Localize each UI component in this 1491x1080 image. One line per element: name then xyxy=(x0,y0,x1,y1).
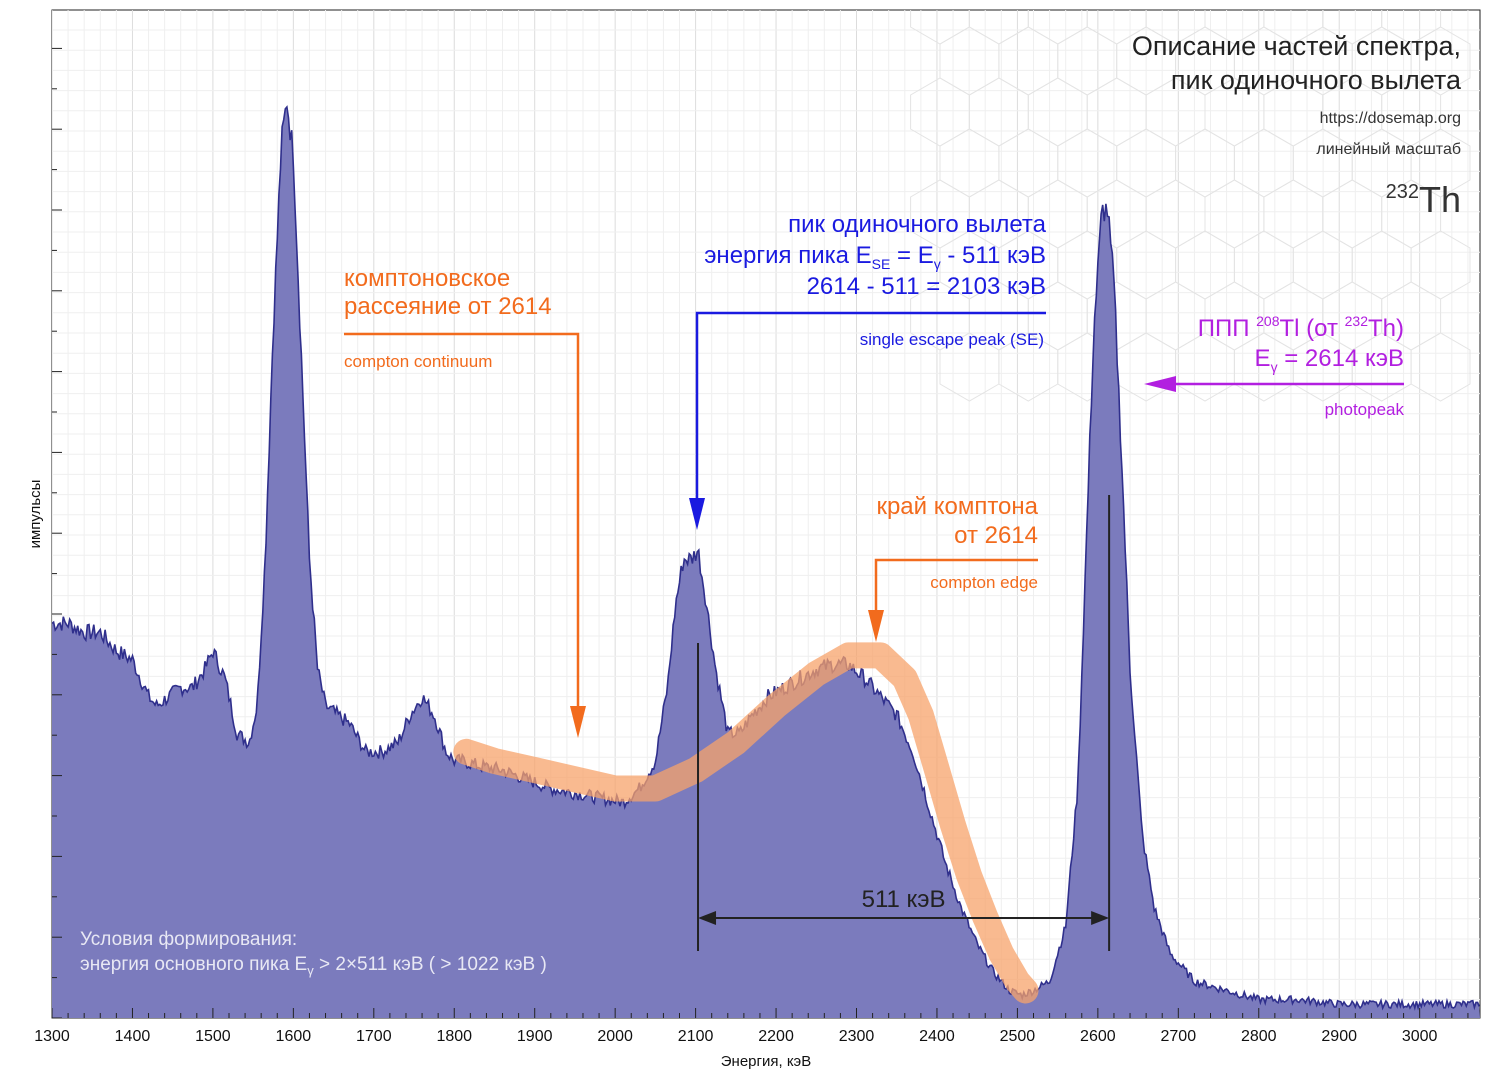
photopeak-sub: photopeak xyxy=(1325,400,1405,419)
hexagon-cell xyxy=(1410,332,1471,402)
x-tick-label: 1700 xyxy=(356,1028,392,1045)
isotope-mass: 232 xyxy=(1386,181,1419,203)
se-line2-sub-se: SE xyxy=(872,256,891,272)
source-url: https://dosemap.org xyxy=(1320,110,1461,127)
compton-scatter-arrowhead xyxy=(570,706,586,738)
photopeak-line1-sup2: 232 xyxy=(1345,313,1369,329)
photopeak-line2-sub: γ xyxy=(1271,359,1278,375)
photopeak-line1-mid: Tl (от xyxy=(1280,315,1345,342)
measurement-arrow-right xyxy=(1091,911,1110,925)
x-tick-label: 1600 xyxy=(276,1028,312,1045)
se-line2-post: - 511 кэВ xyxy=(941,242,1046,269)
compton-edge-arrowhead xyxy=(868,610,884,642)
se-pointer xyxy=(695,311,1046,508)
measurement-arrow-left xyxy=(698,911,717,925)
compton-band-highlight xyxy=(453,642,1039,1004)
measurement-label: 511 кэВ xyxy=(862,886,946,913)
x-tick-label: 2700 xyxy=(1161,1028,1197,1045)
compton-edge-sub: compton edge xyxy=(930,573,1038,592)
conditions-line1: Условия формирования: xyxy=(80,929,297,950)
photopeak-line1: ППП 208Tl (от 232Th) xyxy=(1198,313,1404,342)
x-tick-label: 1300 xyxy=(34,1028,70,1045)
compton-edge-pointer xyxy=(874,558,1038,620)
x-tick-label: 2800 xyxy=(1241,1028,1277,1045)
x-tick-label: 1400 xyxy=(115,1028,151,1045)
isotope-symbol: Th xyxy=(1419,179,1461,220)
compton-edge-line2: от 2614 xyxy=(954,522,1038,549)
se-line2-pre: энергия пика E xyxy=(704,242,871,269)
se-line2-sub-g: γ xyxy=(934,256,941,272)
se-line1: пик одиночного вылета xyxy=(788,211,1047,238)
x-tick-label: 2900 xyxy=(1321,1028,1357,1045)
chart-title-line1: Описание частей спектра, xyxy=(1132,31,1461,61)
compton-edge-line1: край комптона xyxy=(876,493,1038,520)
photopeak-line2: Eγ = 2614 кэВ xyxy=(1255,345,1404,375)
x-axis-label: Энергия, кэВ xyxy=(721,1053,811,1070)
conditions-line2-pre: энергия основного пика E xyxy=(80,954,307,975)
x-axis-ticks: 1300 1400 1500 1600 1700 1800 1900 2000 2100 2200… xyxy=(34,1008,1469,1045)
hexagon-pattern-decoration xyxy=(910,10,1471,402)
scale-label: линейный масштаб xyxy=(1316,141,1461,158)
isotope-label: 232Th xyxy=(1386,179,1461,220)
se-line3: 2614 - 511 = 2103 кэВ xyxy=(807,273,1046,300)
compton-scatter-pointer xyxy=(344,332,580,728)
x-tick-label: 2300 xyxy=(839,1028,875,1045)
spectrum-area xyxy=(52,107,1480,1018)
x-tick-label: 1500 xyxy=(195,1028,231,1045)
y-axis-ticks xyxy=(52,47,62,1019)
photopeak-line1-sup1: 208 xyxy=(1256,313,1280,329)
chart-title-line2: пик одиночного вылета xyxy=(1171,65,1462,95)
x-tick-label: 2600 xyxy=(1080,1028,1116,1045)
x-tick-label: 2100 xyxy=(678,1028,714,1045)
compton-scatter-sub: compton continuum xyxy=(344,352,492,371)
se-line2: энергия пика ESE = Eγ - 511 кэВ xyxy=(704,242,1046,272)
conditions-line2: энергия основного пика Eγ > 2×511 кэВ ( … xyxy=(80,954,547,978)
conditions-line2-post: > 2×511 кэВ ( > 1022 кэВ ) xyxy=(314,954,547,975)
x-tick-label: 1900 xyxy=(517,1028,553,1045)
x-tick-label: 1800 xyxy=(436,1028,472,1045)
compton-scatter-line1: комптоновское xyxy=(344,265,510,292)
x-tick-label: 2200 xyxy=(758,1028,794,1045)
x-tick-label: 2500 xyxy=(1000,1028,1036,1045)
se-line2-mid: = E xyxy=(890,242,933,269)
photopeak-arrowhead xyxy=(1144,376,1176,392)
y-axis-label: импульсы xyxy=(27,480,44,549)
x-tick-label: 3000 xyxy=(1402,1028,1438,1045)
conditions-line2-sub: γ xyxy=(307,963,314,978)
photopeak-line2-pre: E xyxy=(1255,345,1271,372)
compton-scatter-line2: рассеяние от 2614 xyxy=(344,293,552,320)
photopeak-line1-pre: ППП xyxy=(1198,315,1256,342)
x-tick-label: 2400 xyxy=(919,1028,955,1045)
se-sub: single escape peak (SE) xyxy=(860,330,1044,349)
photopeak-line1-post: Th) xyxy=(1368,315,1404,342)
se-arrowhead xyxy=(689,498,705,530)
x-tick-label: 2000 xyxy=(597,1028,633,1045)
photopeak-line2-post: = 2614 кэВ xyxy=(1278,345,1404,372)
